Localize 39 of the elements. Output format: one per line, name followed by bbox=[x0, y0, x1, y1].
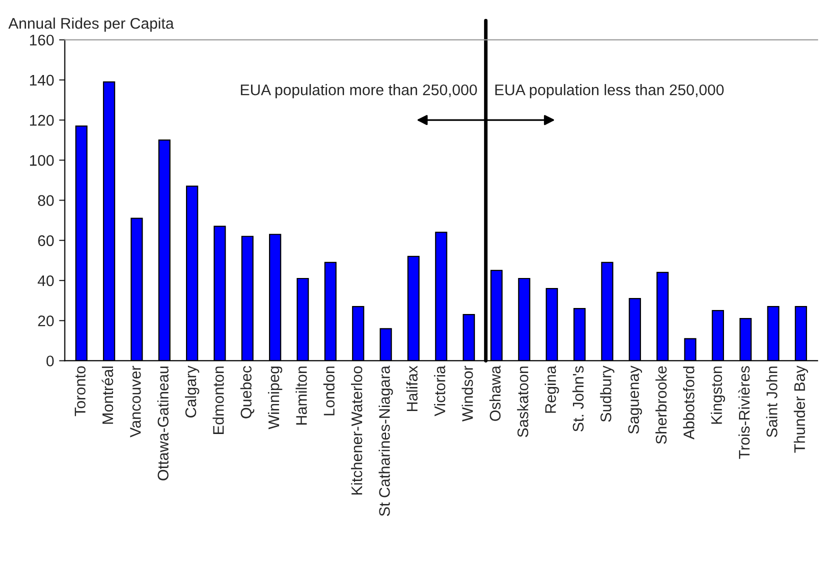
x-tick-label: St. John's bbox=[572, 366, 584, 432]
x-tick-label: Kitchener-Waterloo bbox=[351, 366, 362, 495]
y-tick-label: 60 bbox=[38, 235, 54, 246]
x-tick-label: Hamilton bbox=[296, 366, 307, 425]
x-tick-label: Victoria bbox=[434, 366, 446, 416]
y-tick-label: 20 bbox=[38, 315, 54, 326]
x-tick-label: Halifax bbox=[406, 366, 418, 412]
x-tick-label: Kingston bbox=[710, 366, 726, 424]
annotation: EUA population more than 250,000 bbox=[240, 84, 477, 98]
x-tick-label: Windsor bbox=[462, 366, 473, 422]
y-tick-label: 80 bbox=[38, 195, 54, 206]
y-tick-label: 140 bbox=[30, 74, 54, 86]
x-tick-label: Ottawa-Gatineau bbox=[157, 366, 169, 480]
y-tick-label: 100 bbox=[30, 155, 54, 166]
y-tick-label: 120 bbox=[30, 114, 54, 126]
x-tick-label: Saskatoon bbox=[517, 366, 528, 438]
x-tick-label: Saint John bbox=[766, 366, 778, 438]
x-tick-label: Vancouver bbox=[130, 366, 141, 438]
x-tick-label: Abbotsford bbox=[683, 366, 694, 440]
x-tick-label: Winnipeg bbox=[268, 366, 282, 430]
x-tick-label: Quebec bbox=[240, 366, 254, 418]
x-tick-label: Toronto bbox=[74, 366, 86, 416]
y-axis-title: Annual Rides per Capita bbox=[8, 18, 174, 32]
y-tick-label: 160 bbox=[30, 34, 54, 46]
y-tick-label: 40 bbox=[38, 275, 54, 286]
x-tick-label: London bbox=[323, 366, 335, 416]
x-tick-label: Thunder Bay bbox=[794, 366, 808, 453]
y-tick-label: 0 bbox=[46, 356, 54, 366]
x-tick-label: Sherbrooke bbox=[655, 366, 667, 444]
x-tick-label: Edmonton bbox=[212, 366, 224, 434]
x-tick-label: Regina bbox=[544, 366, 559, 413]
x-tick-label: Saguenay bbox=[628, 366, 642, 434]
x-tick-label: Trois-Rivières bbox=[738, 366, 750, 459]
x-tick-label: Sudbury bbox=[600, 366, 614, 422]
x-tick-label: Calgary bbox=[184, 366, 200, 418]
x-tick-label: Oshawa bbox=[489, 366, 501, 421]
x-tick-label: St Catharines-Niagara bbox=[378, 366, 393, 516]
annotation: EUA population less than 250,000 bbox=[495, 84, 724, 98]
x-tick-label: Montréal bbox=[102, 366, 114, 424]
